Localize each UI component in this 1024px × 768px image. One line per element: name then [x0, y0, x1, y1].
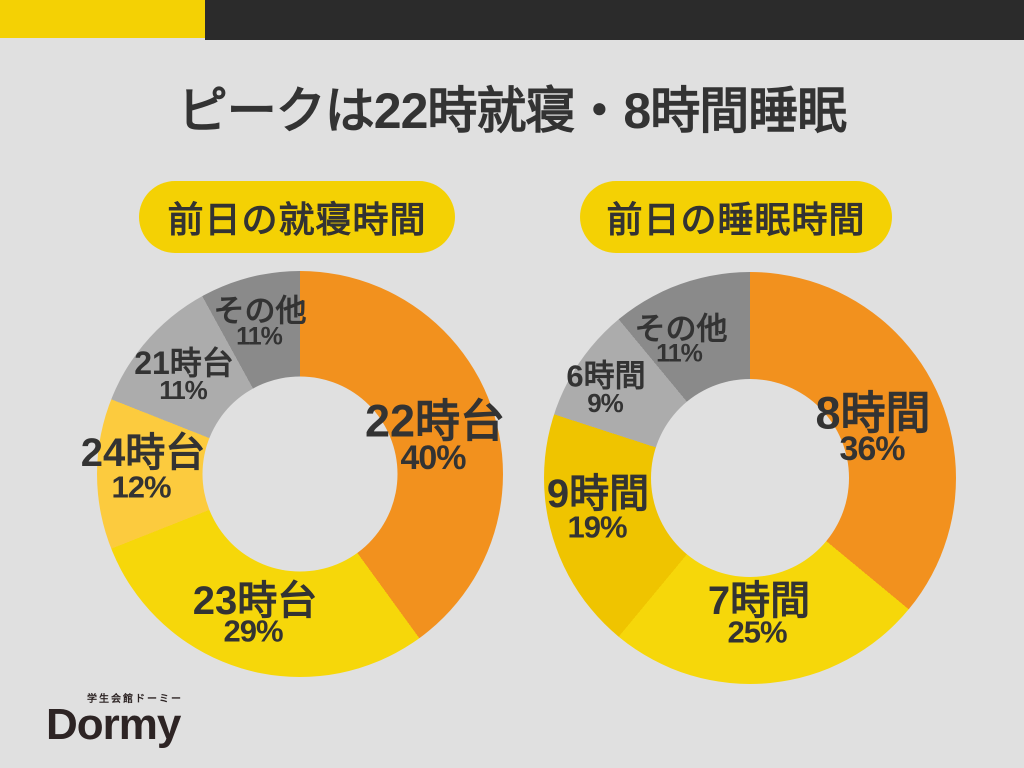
topbar-black [205, 0, 1024, 40]
slice-percent-22時台: 40% [400, 439, 466, 477]
slice-percent-8時間: 36% [839, 430, 905, 468]
slice-percent-7時間: 25% [727, 614, 787, 650]
donut-hole [651, 379, 849, 577]
chart-title-bedtime: 前日の就寝時間 [139, 181, 455, 253]
slice-percent-その他: 11% [656, 339, 703, 368]
slice-label-8時間: 8時間 [815, 387, 931, 439]
donut-chart-sleep-duration [544, 272, 956, 684]
slice-label-9時間: 9時間 [546, 472, 650, 516]
dormy-logo: 学生会館ドーミー Dormy [46, 690, 183, 747]
slice-label-7時間: 7時間 [707, 579, 811, 623]
slice-label-22時台: 22時台 [364, 395, 506, 447]
slice-percent-6時間: 9% [587, 388, 624, 418]
topbar-yellow-accent [0, 0, 205, 38]
slice-label-その他: その他 [213, 293, 307, 329]
slice-percent-23時台: 29% [223, 613, 283, 649]
slice-label-その他: その他 [634, 311, 728, 347]
slice-percent-24時台: 12% [111, 469, 171, 505]
slice-percent-その他: 11% [236, 322, 283, 351]
donut-chart-bedtime [97, 271, 503, 677]
slice-percent-9時間: 19% [567, 509, 627, 545]
logo-tagline: 学生会館ドーミー [87, 694, 183, 705]
donut-hole [202, 376, 398, 572]
slice-label-23時台: 23時台 [192, 579, 318, 623]
logo-wordmark: Dormy [46, 700, 181, 749]
slice-percent-21時台: 11% [159, 375, 208, 405]
chart-title-sleep-duration: 前日の睡眠時間 [580, 181, 892, 253]
page-title: ピークは22時就寝・8時間睡眠 [177, 83, 847, 139]
slice-label-6時間: 6時間 [566, 358, 646, 394]
slice-label-24時台: 24時台 [80, 431, 206, 475]
slice-label-21時台: 21時台 [134, 345, 234, 381]
